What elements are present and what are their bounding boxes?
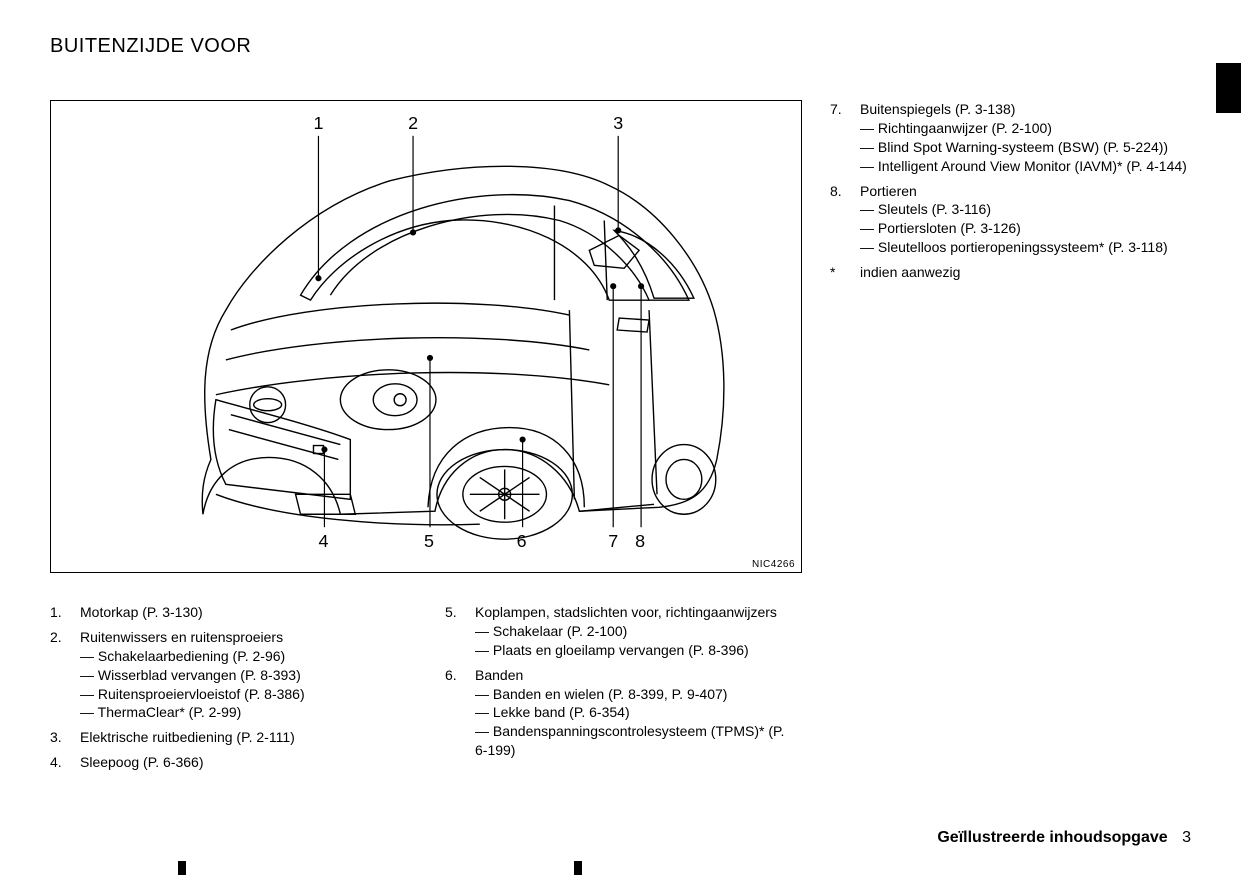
legend-item-number: 1. [50,603,80,622]
legend-item-body: Elektrische ruitbediening (P. 2-111) [80,728,425,747]
legend-item-number: 6. [445,666,475,760]
legend-item-line: Koplampen, stadslichten voor, richtingaa… [475,603,800,622]
footnote: *indien aanwezig [830,263,1191,282]
legend-item-body: Buitenspiegels (P. 3-138)— Richtingaanwi… [860,100,1191,176]
crop-mark [178,861,186,875]
crop-mark [574,861,582,875]
legend-item-body: Koplampen, stadslichten voor, richtingaa… [475,603,800,660]
legend-item: 4.Sleepoog (P. 6-366) [50,753,425,772]
legend-item-body: Sleepoog (P. 6-366) [80,753,425,772]
car-illustration: 1 2 3 4 5 6 7 8 [51,101,801,572]
legend-item-number: 2. [50,628,80,722]
legend-item: 5.Koplampen, stadslichten voor, richting… [445,603,800,660]
legend-item-line: — Portiersloten (P. 3-126) [860,219,1191,238]
legend-item: 1.Motorkap (P. 3-130) [50,603,425,622]
section-tab [1216,63,1241,113]
page-title: BUITENZIJDE VOOR [50,35,1191,58]
legend-item-line: — Plaats en gloeilamp vervangen (P. 8-39… [475,641,800,660]
legend-item-line: — Banden en wielen (P. 8-399, P. 9-407) [475,685,800,704]
legend-item-line: — Blind Spot Warning-systeem (BSW) (P. 5… [860,138,1191,157]
legend-item-body: Banden— Banden en wielen (P. 8-399, P. 9… [475,666,800,760]
legend-item-line: Ruitenwissers en ruitensproeiers [80,628,425,647]
legend-item-line: — Ruitensproeiervloeistof (P. 8-386) [80,685,425,704]
callout-4: 4 [318,531,328,551]
legend-item-number: 3. [50,728,80,747]
legend-item-line: Elektrische ruitbediening (P. 2-111) [80,728,425,747]
legend-item-number: 4. [50,753,80,772]
callout-8: 8 [635,531,645,551]
legend-item: 7.Buitenspiegels (P. 3-138)— Richtingaan… [830,100,1191,176]
footer-section-title: Geïllustreerde inhoudsopgave [937,829,1167,846]
callout-1: 1 [313,113,323,133]
legend-item-line: — ThermaClear* (P. 2-99) [80,703,425,722]
legend-item: 8.Portieren— Sleutels (P. 3-116)— Portie… [830,182,1191,258]
legend-item-line: — Bandenspanningscontrolesysteem (TPMS)*… [475,722,800,760]
legend-item-line: — Schakelaar (P. 2-100) [475,622,800,641]
legend-item-line: — Richtingaanwijzer (P. 2-100) [860,119,1191,138]
callout-6: 6 [517,531,527,551]
callout-2: 2 [408,113,418,133]
legend-item-line: Banden [475,666,800,685]
legend-item-body: Motorkap (P. 3-130) [80,603,425,622]
legend-item-body: Portieren— Sleutels (P. 3-116)— Portiers… [860,182,1191,258]
legend-item-number: 5. [445,603,475,660]
legend-item-line: Buitenspiegels (P. 3-138) [860,100,1191,119]
footer-page-number: 3 [1182,829,1191,846]
legend-item-line: — Intelligent Around View Monitor (IAVM)… [860,157,1191,176]
legend-item: 3.Elektrische ruitbediening (P. 2-111) [50,728,425,747]
legend-item-number: 8. [830,182,860,258]
legend-item-number: 7. [830,100,860,176]
footnote-mark: * [830,263,860,282]
legend-item-line: Portieren [860,182,1191,201]
legend-col-b: 5.Koplampen, stadslichten voor, richting… [445,603,800,778]
legend-col-right: 7.Buitenspiegels (P. 3-138)— Richtingaan… [830,100,1191,778]
legend-item-line: — Lekke band (P. 6-354) [475,703,800,722]
legend-item-line: Motorkap (P. 3-130) [80,603,425,622]
page-footer: Geïllustreerde inhoudsopgave 3 [937,829,1191,847]
legend-item-line: — Wisserblad vervangen (P. 8-393) [80,666,425,685]
callout-5: 5 [424,531,434,551]
legend-columns: 1.Motorkap (P. 3-130)2.Ruitenwissers en … [50,603,802,778]
callout-3: 3 [613,113,623,133]
legend-item-line: — Schakelaarbediening (P. 2-96) [80,647,425,666]
diagram-code: NIC4266 [752,559,795,570]
legend-item: 6.Banden— Banden en wielen (P. 8-399, P.… [445,666,800,760]
callout-7: 7 [608,531,618,551]
footnote-text: indien aanwezig [860,263,960,282]
legend-item-line: — Sleutels (P. 3-116) [860,200,1191,219]
legend-item-body: Ruitenwissers en ruitensproeiers— Schake… [80,628,425,722]
legend-item: 2.Ruitenwissers en ruitensproeiers— Scha… [50,628,425,722]
legend-item-line: Sleepoog (P. 6-366) [80,753,425,772]
legend-col-a: 1.Motorkap (P. 3-130)2.Ruitenwissers en … [50,603,425,778]
left-column: 1 2 3 4 5 6 7 8 NIC4266 1.Motorkap (P. 3… [50,100,802,778]
main-content: 1 2 3 4 5 6 7 8 NIC4266 1.Motorkap (P. 3… [50,100,1191,778]
legend-item-line: — Sleutelloos portieropeningssysteem* (P… [860,238,1191,257]
vehicle-diagram: 1 2 3 4 5 6 7 8 NIC4266 [50,100,802,573]
